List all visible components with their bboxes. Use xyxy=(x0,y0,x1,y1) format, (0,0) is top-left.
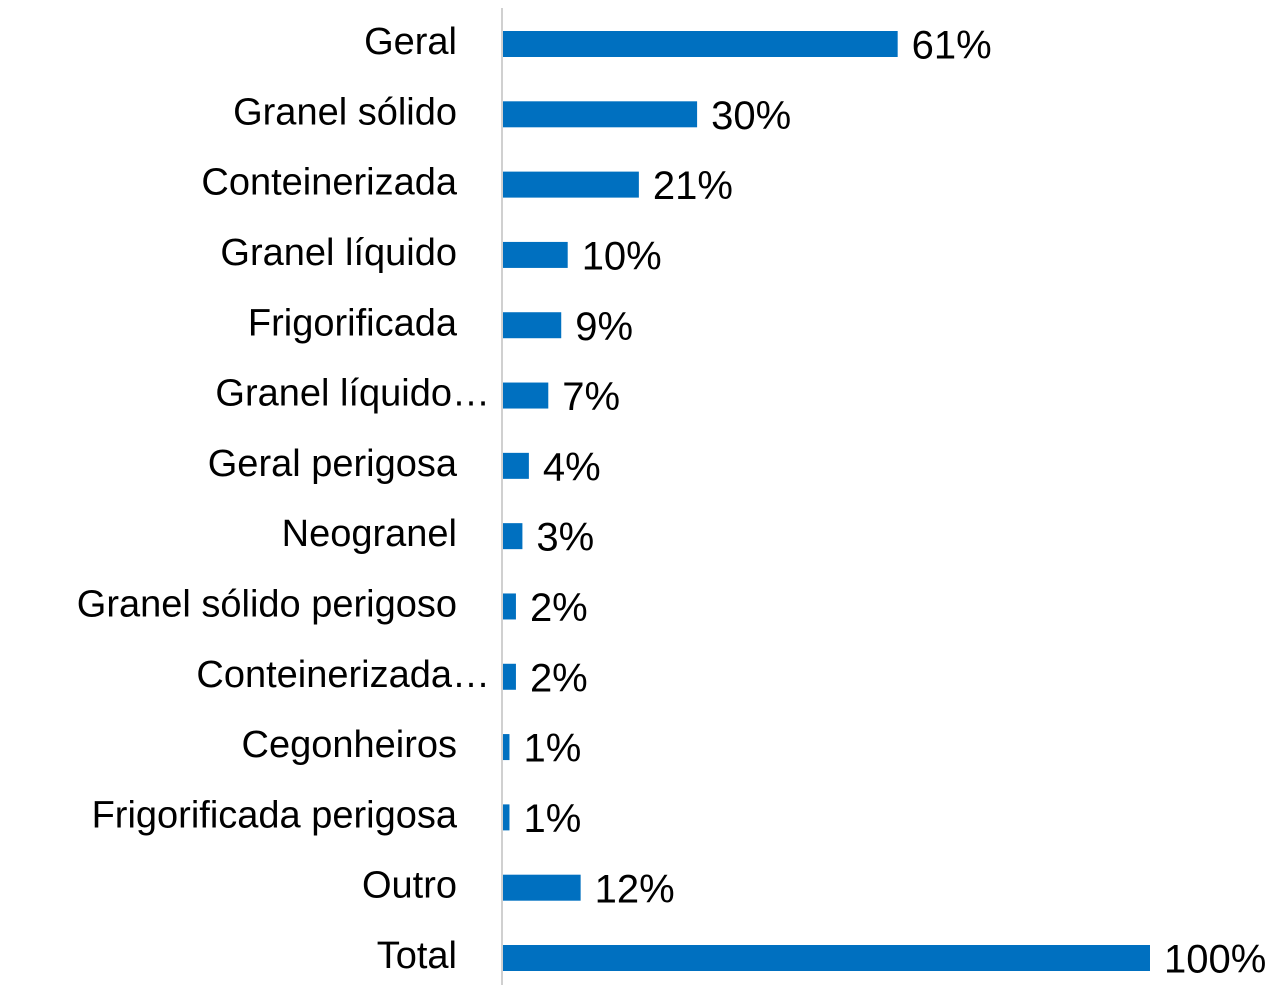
category-label: Total xyxy=(377,935,457,977)
value-label: 1% xyxy=(523,727,581,771)
value-label: 9% xyxy=(575,305,633,349)
category-label: Granel líquido xyxy=(220,232,457,274)
bar xyxy=(503,241,568,268)
category-label: Frigorificada xyxy=(248,302,458,344)
category-label: Granel sólido xyxy=(233,91,457,133)
value-label: 4% xyxy=(543,445,601,489)
category-label: Geral perigosa xyxy=(208,443,458,485)
bar xyxy=(503,452,529,479)
value-label: 2% xyxy=(530,586,588,630)
value-label: 30% xyxy=(711,94,791,138)
bar xyxy=(503,523,523,550)
bar xyxy=(503,31,898,57)
category-label: Outro xyxy=(362,865,457,907)
value-label: 3% xyxy=(536,516,594,560)
value-label: 12% xyxy=(595,867,675,911)
value-label: 7% xyxy=(562,375,620,419)
category-label: Granel líquido… xyxy=(215,373,490,415)
bar xyxy=(503,593,516,620)
value-label: 61% xyxy=(912,24,992,68)
value-label: 10% xyxy=(582,234,662,278)
category-label: Frigorificada perigosa xyxy=(92,794,458,836)
category-label: Cegonheiros xyxy=(242,724,457,766)
category-label: Conteinerizada xyxy=(201,162,457,204)
bar xyxy=(503,382,549,409)
value-label: 21% xyxy=(653,164,733,208)
bar xyxy=(503,874,581,901)
category-label: Neogranel xyxy=(282,513,457,555)
bar xyxy=(503,663,516,690)
bar xyxy=(503,171,639,198)
value-label: 2% xyxy=(530,656,588,700)
value-label: 1% xyxy=(523,797,581,841)
category-label: Geral xyxy=(364,21,457,63)
bar xyxy=(503,101,698,128)
bar xyxy=(503,804,510,831)
category-label: Conteinerizada… xyxy=(196,654,490,696)
bar xyxy=(503,312,562,339)
bar xyxy=(503,734,510,761)
category-label: Granel sólido perigoso xyxy=(77,583,457,625)
value-label: 100% xyxy=(1164,938,1266,982)
bar xyxy=(503,945,1150,971)
